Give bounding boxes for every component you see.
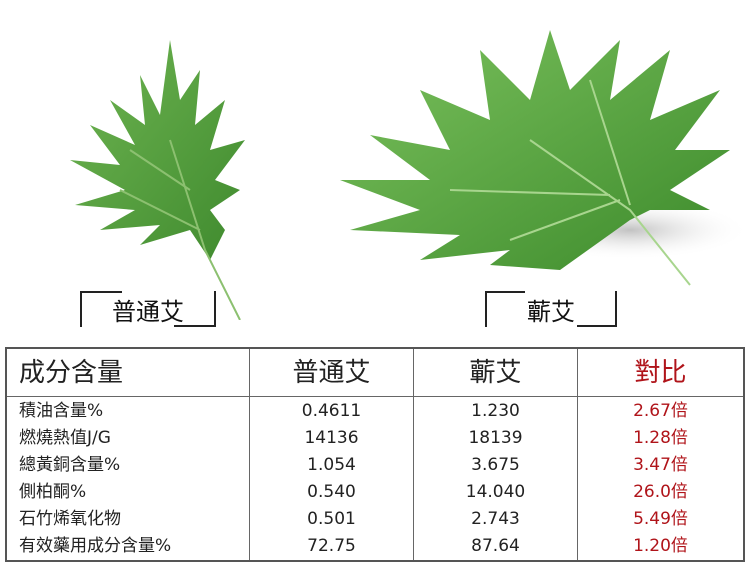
cell-component: 積油含量% bbox=[19, 400, 104, 421]
cell-common: 0.4611 bbox=[249, 396, 414, 425]
cell-qi: 2.743 bbox=[413, 505, 578, 533]
cell-common: 1.054 bbox=[249, 451, 414, 479]
cell-qi: 14.040 bbox=[413, 478, 578, 506]
cell-ratio: 26.0倍 bbox=[577, 478, 744, 506]
table-row: 石竹烯氧化物 0.501 2.743 5.49倍 bbox=[6, 505, 744, 533]
cell-common: 0.540 bbox=[249, 478, 414, 506]
common-mugwort-leaf-image bbox=[70, 40, 245, 320]
cell-ratio: 5.49倍 bbox=[577, 505, 744, 533]
cell-qi: 87.64 bbox=[413, 532, 578, 561]
cell-ratio: 1.28倍 bbox=[577, 424, 744, 452]
table-row: 積油含量% 0.4611 1.230 2.67倍 bbox=[6, 396, 744, 425]
cell-component: 總黃銅含量% bbox=[19, 454, 121, 475]
header-qi: 蘄艾 bbox=[413, 348, 578, 398]
qi-mugwort-leaf-image bbox=[340, 30, 750, 286]
header-component: 成分含量 bbox=[6, 348, 250, 398]
header-ratio: 對比 bbox=[577, 348, 744, 398]
table-row: 有效藥用成分含量% 72.75 87.64 1.20倍 bbox=[6, 532, 744, 561]
cell-ratio: 3.47倍 bbox=[577, 451, 744, 479]
cell-component: 石竹烯氧化物 bbox=[19, 509, 121, 530]
cell-qi: 18139 bbox=[413, 424, 578, 452]
header-common: 普通艾 bbox=[249, 348, 414, 398]
cell-qi: 3.675 bbox=[413, 451, 578, 479]
table-header-row: 成分含量 普通艾 蘄艾 對比 bbox=[6, 348, 744, 398]
cell-qi: 1.230 bbox=[413, 396, 578, 425]
cell-component: 側柏酮% bbox=[19, 482, 87, 503]
cell-component: 燃燒熱值J/G bbox=[19, 427, 111, 448]
cell-common: 14136 bbox=[249, 424, 414, 452]
qi-mugwort-label: 蘄艾 bbox=[485, 291, 617, 327]
table-row: 燃燒熱值J/G 14136 18139 1.28倍 bbox=[6, 424, 744, 452]
cell-ratio: 2.67倍 bbox=[577, 396, 744, 425]
common-mugwort-label: 普通艾 bbox=[80, 291, 216, 327]
cell-component: 有效藥用成分含量% bbox=[19, 536, 172, 557]
table-row: 側柏酮% 0.540 14.040 26.0倍 bbox=[6, 478, 744, 506]
cell-common: 72.75 bbox=[249, 532, 414, 561]
cell-ratio: 1.20倍 bbox=[577, 532, 744, 561]
cell-common: 0.501 bbox=[249, 505, 414, 533]
comparison-table: 成分含量 普通艾 蘄艾 對比 積油含量% 0.4611 1.230 2.67倍 燃燒熱值… bbox=[5, 347, 745, 562]
table-row: 總黃銅含量% 1.054 3.675 3.47倍 bbox=[6, 451, 744, 479]
